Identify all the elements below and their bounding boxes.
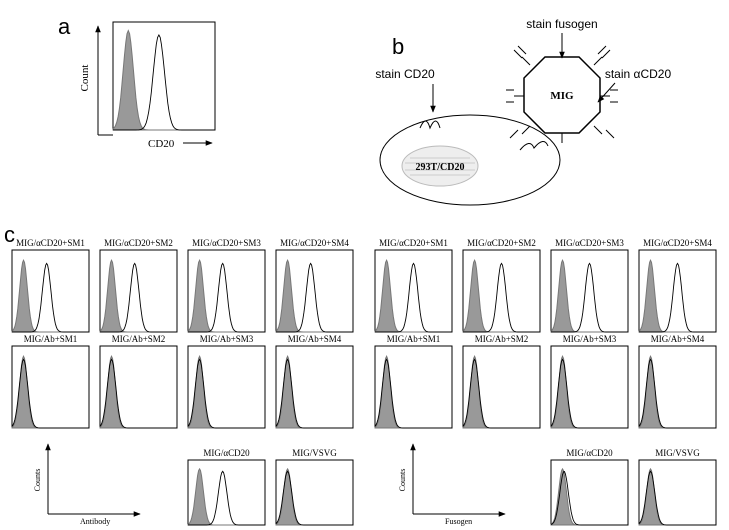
plot-title: MIG/αCD20+SM1 <box>379 238 448 248</box>
x-axis-label: Antibody <box>80 517 110 526</box>
plot-title: MIG/αCD20+SM2 <box>467 238 536 248</box>
plot-title: MIG/αCD20 <box>203 448 250 458</box>
histogram-sample <box>275 470 353 526</box>
plot-title: MIG/αCD20+SM1 <box>16 238 85 248</box>
histogram-sample <box>275 358 353 429</box>
histogram-sample <box>187 358 265 429</box>
histogram-sample <box>99 358 177 429</box>
plot-title: MIG/αCD20+SM4 <box>643 238 712 248</box>
plot-title: MIG/Ab+SM4 <box>651 334 705 344</box>
histogram-sample <box>12 262 89 333</box>
histogram-sample <box>551 262 628 333</box>
histogram-sample <box>638 358 716 429</box>
y-axis-label: Count <box>79 65 91 92</box>
x-axis-label: CD20 <box>148 138 175 150</box>
y-axis-label: Counts <box>33 469 42 492</box>
particle <box>523 56 601 134</box>
stain-label: stain fusogen <box>526 17 597 31</box>
histogram-sample <box>550 358 628 429</box>
plot-title: MIG/αCD20 <box>566 448 613 458</box>
plot-title: MIG/αCD20+SM3 <box>555 238 624 248</box>
nucleus-lines <box>405 157 475 176</box>
plot-title: MIG/αCD20+SM4 <box>280 238 349 248</box>
plot-title: MIG/αCD20+SM2 <box>104 238 173 248</box>
plot-title: MIG/Ab+SM1 <box>24 334 78 344</box>
histogram-sample <box>188 470 265 526</box>
cell-label: 293T/CD20 <box>416 162 465 173</box>
panel-label: b <box>392 34 404 59</box>
histogram-sample <box>188 262 265 333</box>
plot-title: MIG/Ab+SM2 <box>475 334 529 344</box>
histogram-sample <box>550 470 628 526</box>
y-axis-label: Counts <box>398 469 407 492</box>
plot-title: MIG/αCD20+SM3 <box>192 238 261 248</box>
histogram-sample <box>638 470 716 526</box>
histogram-sample <box>639 262 716 333</box>
histogram-sample <box>113 34 215 131</box>
x-axis-label: Fusogen <box>445 517 472 526</box>
particle-label: MIG <box>550 90 574 102</box>
plot-title: MIG/Ab+SM4 <box>288 334 342 344</box>
plot-title: MIG/VSVG <box>655 448 700 458</box>
plot-title: MIG/VSVG <box>292 448 337 458</box>
histogram-sample <box>374 358 452 429</box>
stain-label: stain CD20 <box>375 67 435 81</box>
panel-label: a <box>58 14 71 39</box>
plot-title: MIG/Ab+SM3 <box>200 334 254 344</box>
nucleus <box>401 145 479 187</box>
plot-title: MIG/Ab+SM1 <box>387 334 441 344</box>
plot-title: MIG/Ab+SM3 <box>563 334 617 344</box>
arrow <box>597 82 616 103</box>
histogram-sample <box>462 358 540 429</box>
stain-label: stain αCD20 <box>605 67 672 81</box>
histogram-sample <box>375 262 452 333</box>
panel-label: c <box>4 222 15 247</box>
histogram-sample <box>463 262 540 333</box>
plot-title: MIG/Ab+SM2 <box>112 334 166 344</box>
histogram-sample <box>11 358 89 429</box>
histogram-sample <box>100 262 177 333</box>
spikes <box>506 45 618 143</box>
histogram-sample <box>276 262 353 333</box>
receptor <box>419 120 549 151</box>
